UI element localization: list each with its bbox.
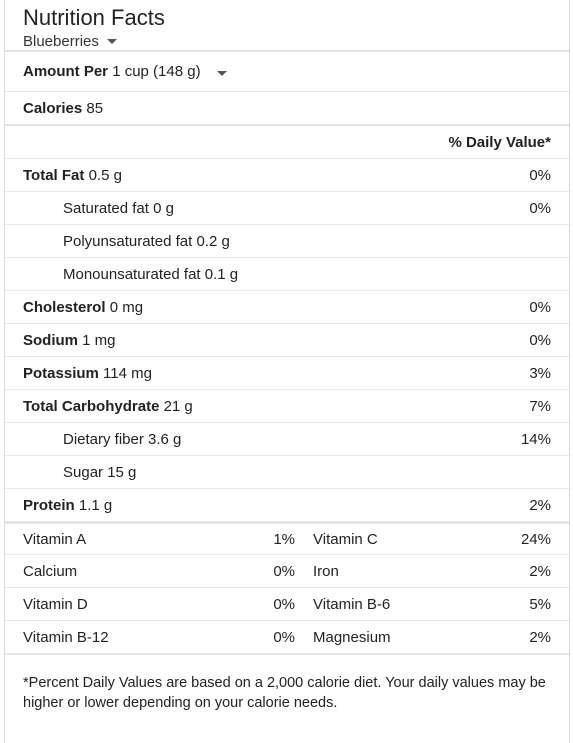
footnote: *Percent Daily Values are based on a 2,0… (5, 654, 569, 713)
nutrient-amount: 3.6 g (148, 430, 182, 448)
nutrient-daily-value: 0% (529, 166, 551, 184)
nutrient-row: Polyunsaturated fat 0.2 g (5, 225, 569, 258)
daily-value-header-label: % Daily Value* (448, 133, 551, 151)
nutrient-row: Sugar 15 g (5, 456, 569, 489)
nutrient-amount: 0.1 g (204, 265, 239, 283)
vitamin-row: Vitamin D 0% Vitamin B-6 5% (5, 588, 569, 621)
vitamin-name: Vitamin D (23, 595, 88, 613)
nutrient-amount: 0 g (153, 199, 174, 217)
vitamin-percent: 2% (529, 562, 551, 580)
nutrient-row: Cholesterol 0 mg 0% (5, 291, 569, 324)
nutrient-amount: 0.5 g (88, 166, 122, 184)
nutrient-daily-value: 3% (529, 364, 551, 382)
vitamin-row: Calcium 0% Iron 2% (5, 555, 569, 588)
vitamin-percent: 5% (529, 595, 551, 613)
nutrient-amount: 1 mg (82, 331, 116, 349)
vitamin-name: Vitamin A (23, 530, 87, 548)
nutrient-name: Cholesterol (23, 298, 106, 316)
serving-value: 1 cup (148 g) (112, 63, 201, 80)
nutrient-name: Monounsaturated fat (63, 265, 201, 283)
nutrient-name: Sugar (63, 463, 104, 481)
vitamin-name: Magnesium (313, 628, 391, 646)
nutrient-row: Protein 1.1 g 2% (5, 489, 569, 522)
daily-value-header: % Daily Value* (5, 126, 569, 159)
serving-selector[interactable]: 1 cup (148 g) (112, 63, 227, 80)
nutrient-daily-value: 14% (520, 430, 551, 448)
vitamin-name: Vitamin B-12 (23, 628, 109, 646)
nutrient-row: Monounsaturated fat 0.1 g (5, 258, 569, 291)
vitamin-row: Vitamin A 1% Vitamin C 24% (5, 522, 569, 555)
nutrient-daily-value: 7% (529, 397, 551, 415)
serving-row: Amount Per 1 cup (148 g) (5, 52, 569, 92)
page-title: Nutrition Facts (23, 5, 165, 30)
chevron-down-icon (106, 39, 117, 44)
nutrient-name: Sodium (23, 331, 78, 349)
nutrient-name: Potassium (23, 364, 99, 382)
nutrient-amount: 0.2 g (196, 232, 230, 250)
vitamin-percent: 1% (273, 530, 295, 548)
vitamin-name: Iron (313, 562, 339, 580)
nutrient-daily-value: 0% (529, 199, 551, 217)
nutrient-row: Potassium 114 mg 3% (5, 357, 569, 390)
serving-label: Amount Per (23, 63, 109, 80)
nutrient-name: Total Fat (23, 166, 85, 184)
calories-row: Calories 85 (5, 92, 569, 126)
vitamin-name: Vitamin C (313, 530, 378, 548)
nutrient-row: Dietary fiber 3.6 g 14% (5, 423, 569, 456)
vitamin-name: Vitamin B-6 (313, 595, 391, 613)
nutrient-row: Total Carbohydrate 21 g 7% (5, 390, 569, 423)
vitamin-table: Vitamin A 1% Vitamin C 24% Calcium 0% Iron 2% Vi… (5, 522, 569, 654)
vitamin-percent: 2% (529, 628, 551, 646)
calories-value: 85 (86, 99, 104, 117)
vitamin-percent: 0% (273, 628, 295, 646)
nutrient-name: Dietary fiber (63, 430, 144, 448)
header: Nutrition Facts Blueberries (5, 0, 569, 52)
nutrition-facts-card: Nutrition Facts Blueberries Amount Per 1… (4, 0, 570, 743)
vitamin-percent: 0% (273, 562, 295, 580)
calories-label: Calories (23, 99, 83, 117)
nutrient-row: Total Fat 0.5 g 0% (5, 159, 569, 192)
nutrient-amount: 0 mg (109, 298, 144, 316)
vitamin-percent: 0% (273, 595, 295, 613)
nutrient-name: Saturated fat (63, 199, 149, 217)
nutrient-row: Saturated fat 0 g 0% (5, 192, 569, 225)
nutrient-amount: 21 g (163, 397, 193, 415)
nutrient-amount: 15 g (107, 463, 137, 481)
nutrient-daily-value: 2% (529, 496, 551, 514)
vitamin-percent: 24% (520, 530, 551, 548)
vitamin-name: Calcium (23, 562, 78, 580)
nutrient-daily-value: 0% (529, 298, 551, 316)
chevron-down-icon (216, 71, 227, 76)
vitamin-row: Vitamin B-12 0% Magnesium 2% (5, 621, 569, 654)
food-name: Blueberries (23, 33, 99, 50)
nutrient-name: Total Carbohydrate (23, 397, 160, 415)
food-selector[interactable]: Blueberries (23, 33, 569, 50)
nutrient-daily-value: 0% (529, 331, 551, 349)
nutrient-list: Total Fat 0.5 g 0% Saturated fat 0 g 0% Poly… (5, 159, 569, 522)
nutrient-amount: 114 mg (103, 364, 152, 382)
nutrient-amount: 1.1 g (78, 496, 113, 514)
nutrient-row: Sodium 1 mg 0% (5, 324, 569, 357)
nutrient-name: Polyunsaturated fat (63, 232, 193, 250)
nutrient-name: Protein (23, 496, 75, 514)
